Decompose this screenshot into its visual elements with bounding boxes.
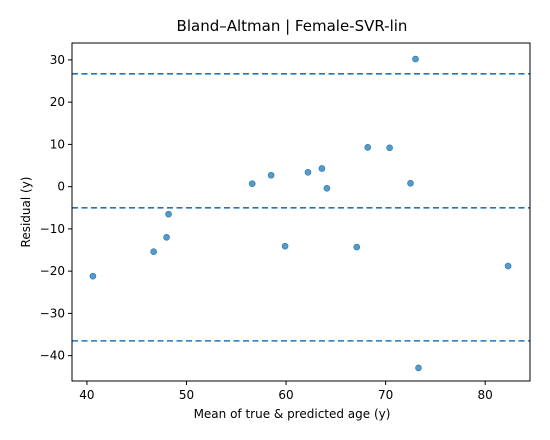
data-point-7 xyxy=(304,168,312,176)
data-point-15 xyxy=(415,364,422,372)
data-point-4 xyxy=(248,180,256,187)
data-point-13 xyxy=(407,179,414,187)
y-tick-label-1: −30 xyxy=(40,306,65,320)
data-point-5 xyxy=(267,171,275,179)
x-tick-label-2: 60 xyxy=(278,388,293,402)
y-tick-label-0: −40 xyxy=(40,349,65,363)
x-tick-label-3: 70 xyxy=(378,388,393,402)
y-tick-label-5: 10 xyxy=(50,137,65,151)
y-tick-label-4: 0 xyxy=(57,180,65,194)
x-tick-label-1: 50 xyxy=(179,388,194,402)
data-point-2 xyxy=(163,234,170,241)
x-tick-label-0: 40 xyxy=(79,388,94,402)
y-tick-label-2: −20 xyxy=(40,264,65,278)
plot-area: 40 50 60 70 80 −40 −30 −20 −10 0 10 20 30 xyxy=(40,42,531,402)
data-point-9 xyxy=(323,185,331,192)
data-point-0 xyxy=(89,272,97,280)
y-axis-label: Residual (y) xyxy=(19,177,33,248)
data-point-12 xyxy=(386,144,393,152)
x-axis-label: Mean of true & predicted age (y) xyxy=(194,407,391,421)
y-tick-label-3: −10 xyxy=(40,222,65,236)
data-point-10 xyxy=(353,243,361,251)
data-point-1 xyxy=(150,248,157,256)
data-point-8 xyxy=(318,165,326,172)
chart-title: Bland–Altman | Female-SVR-lin xyxy=(177,17,408,35)
y-tick-label-7: 30 xyxy=(50,53,65,67)
data-point-11 xyxy=(364,144,372,151)
data-point-14 xyxy=(412,55,419,63)
y-tick-label-6: 20 xyxy=(50,95,65,109)
data-point-3 xyxy=(165,210,172,218)
x-tick-label-4: 80 xyxy=(478,388,493,402)
data-point-16 xyxy=(504,262,512,270)
plot-frame xyxy=(71,42,531,382)
data-point-6 xyxy=(281,242,289,250)
